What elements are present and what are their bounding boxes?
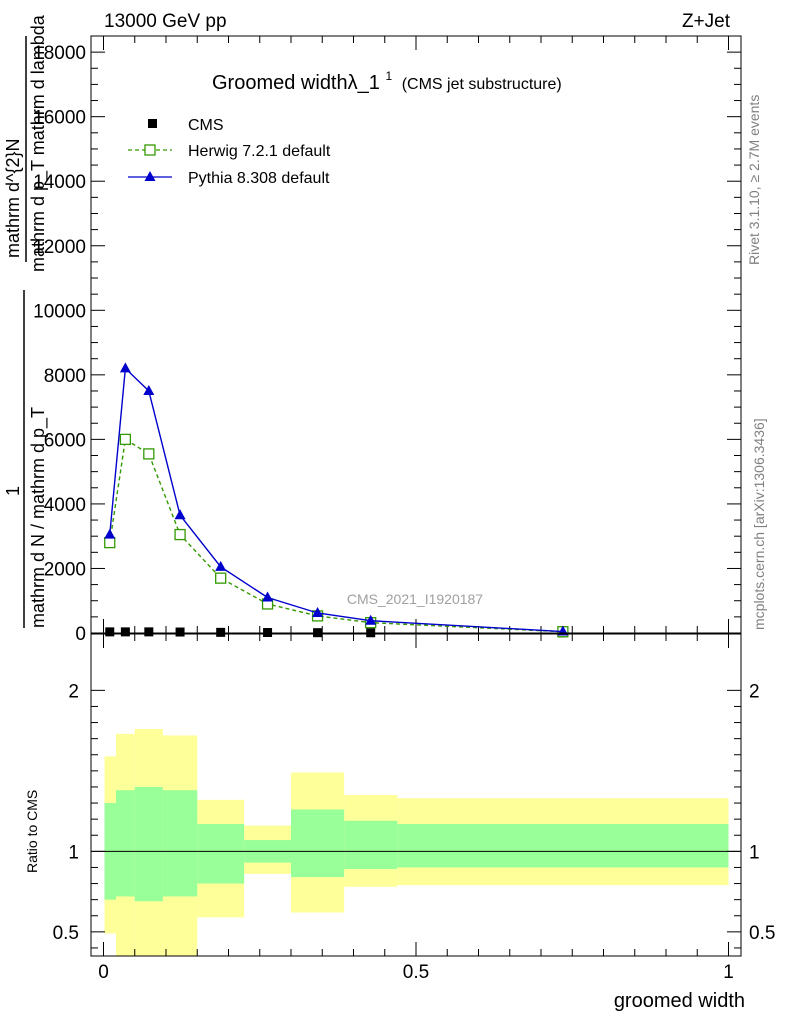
legend-marker-pythia <box>144 171 156 181</box>
main-y-tick-label: 8000 <box>44 366 86 387</box>
herwig-point <box>215 572 227 584</box>
legend-marker-herwig <box>144 144 156 156</box>
plot-title: Groomed widthλ_1 1 (CMS jet substructure… <box>212 63 562 94</box>
header-process: 13000 GeV pp <box>104 11 227 32</box>
herwig-line <box>109 438 563 633</box>
cms-point <box>144 627 154 637</box>
pythia-point <box>215 560 227 571</box>
pythia-line <box>109 366 563 633</box>
analysis-watermark: CMS_2021_I1920187 <box>347 591 483 607</box>
title-main: Groomed widthλ_1 <box>212 72 380 94</box>
herwig-point <box>174 528 186 541</box>
mcplots-label: mcplots.cern.ch [arXiv:1306.3436] <box>751 418 767 630</box>
x-tick-label: 1 <box>723 962 734 983</box>
ratio-y-tick-label-right: 2 <box>749 681 760 702</box>
ratio-band-inner <box>134 786 163 902</box>
ratio-y-tick-label-right: 0.5 <box>749 923 775 944</box>
pythia-point <box>174 509 186 520</box>
title-paren: (CMS jet substructure) <box>402 76 562 93</box>
svg-text:Groomed widthλ_1 1: Groomed widthλ_1 1 (CMS jet substructure… <box>212 63 562 94</box>
main-series <box>104 362 569 638</box>
legend-label-herwig: Herwig 7.2.1 default <box>188 143 331 160</box>
y-label-deriv-top: mathrm d^{2}N <box>3 139 23 259</box>
x-tick-label: 0.5 <box>403 962 429 983</box>
pythia-point <box>104 528 116 539</box>
main-panel: 0 2000 4000 6000 8000 10000 12000 14000 16000 180… <box>33 35 742 645</box>
main-y-tick-label: 14000 <box>33 172 86 193</box>
main-y-tick-label: 12000 <box>33 237 86 258</box>
ratio-y-tick-label-right: 1 <box>749 842 760 863</box>
pythia-point <box>365 614 377 625</box>
pythia-point <box>143 384 155 395</box>
legend-label-pythia: Pythia 8.308 default <box>188 170 330 187</box>
main-y-tick-label: 2000 <box>44 559 86 580</box>
ratio-bands <box>91 728 741 956</box>
rivet-version-label: Rivet 3.1.10, ≥ 2.7M events <box>746 95 762 265</box>
ratio-y-axis-label: Ratio to CMS <box>24 790 40 873</box>
x-axis-label: groomed width <box>614 990 745 1012</box>
ratio-band-inner <box>397 823 729 868</box>
y-label-sigma: mathrm d N / mathrm d p_T <box>28 407 49 628</box>
main-y-tick-label: 10000 <box>33 301 86 322</box>
ratio-frame <box>90 633 742 957</box>
x-tick-label: 0 <box>98 962 109 983</box>
pythia-point <box>312 606 324 617</box>
legend: CMS Herwig 7.2.1 default Pythia 8.308 de… <box>128 117 331 187</box>
cms-point <box>105 627 115 637</box>
ratio-y-tick-label-left: 1 <box>68 842 79 863</box>
cms-point <box>120 627 130 637</box>
ratio-band-inner <box>344 820 398 870</box>
ratio-axis-ticks: 0.5 0.5 1 1 2 2 <box>53 634 775 956</box>
legend-marker-cms <box>148 119 157 128</box>
x-tick-labels: 0 0.5 1 <box>98 962 734 983</box>
y-label-one: 1 <box>3 486 23 496</box>
main-y-tick-label: 18000 <box>33 43 86 64</box>
main-y-tick-label: 6000 <box>44 430 86 451</box>
pythia-point <box>262 591 274 602</box>
legend-label-cms: CMS <box>188 117 224 134</box>
ratio-band-inner <box>162 790 198 897</box>
main-y-axis-label: mathrm d^{2}N mathrm d p_T mathrm d lamb… <box>3 14 49 628</box>
header-channel: Z+Jet <box>682 11 731 32</box>
ratio-panel: 0.5 0.5 1 1 2 2 <box>53 633 775 957</box>
ratio-band-inner <box>291 809 345 878</box>
cms-point <box>175 627 185 637</box>
herwig-point <box>104 536 116 549</box>
ratio-y-tick-label-left: 2 <box>68 681 79 702</box>
main-axis-ticks: 0 2000 4000 6000 8000 10000 12000 14000 16000 180… <box>33 36 741 645</box>
herwig-point <box>143 448 155 460</box>
pythia-point <box>119 362 131 373</box>
ratio-band-inner <box>116 790 135 897</box>
main-y-tick-label: 0 <box>75 624 86 645</box>
cms-point <box>216 627 226 637</box>
title-sup: 1 <box>385 69 392 83</box>
ratio-band-inner <box>197 823 245 884</box>
main-y-tick-label: 4000 <box>44 495 86 516</box>
herwig-point <box>119 433 132 446</box>
main-y-tick-label: 16000 <box>33 108 86 129</box>
ratio-y-tick-label-left: 0.5 <box>53 923 79 944</box>
y-label-deriv-bottom: mathrm d p_T mathrm d lambda <box>28 14 49 272</box>
main-frame <box>90 35 742 634</box>
